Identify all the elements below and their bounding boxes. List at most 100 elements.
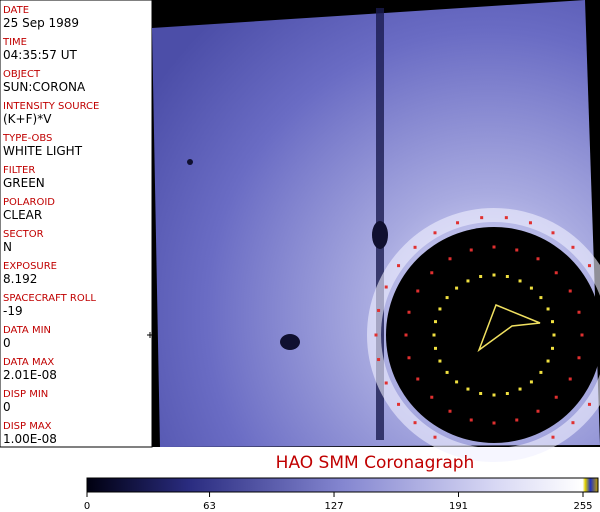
field-label: DATA MIN: [3, 325, 51, 336]
dot: [397, 264, 401, 268]
dot: [404, 333, 408, 337]
dot: [492, 421, 496, 425]
dot: [551, 231, 555, 235]
sun-outline: [477, 304, 541, 353]
dot: [434, 320, 438, 324]
dot: [577, 310, 581, 314]
field-value: CLEAR: [3, 208, 42, 222]
dot: [377, 308, 381, 312]
dot: [505, 275, 509, 279]
dot: [384, 381, 388, 385]
dot: [455, 380, 459, 384]
colorbar-tick-label: 63: [203, 501, 216, 512]
dot: [413, 245, 417, 249]
field-value: 0: [3, 400, 11, 414]
dot: [550, 346, 554, 350]
field-label: POLAROID: [3, 197, 55, 208]
grid-dots: [374, 216, 591, 439]
dot: [492, 393, 496, 397]
field-label: EXPOSURE: [3, 261, 57, 272]
dot: [434, 346, 438, 350]
field-value: 8.192: [3, 272, 37, 286]
field-value: 1.00E-08: [3, 432, 57, 446]
dot: [407, 310, 411, 314]
dot: [554, 271, 558, 275]
dot: [374, 333, 378, 337]
title: HAO SMM Coronagraph: [276, 453, 475, 473]
dot: [432, 333, 436, 337]
occulter: [386, 227, 600, 443]
dot: [550, 320, 554, 324]
dot: [455, 286, 459, 290]
colorbar-tick-label: 191: [449, 501, 468, 512]
field-label: OBJECT: [3, 69, 41, 80]
field-value: 0: [3, 336, 11, 350]
dot: [448, 409, 452, 413]
dot: [546, 359, 550, 363]
field-label: DISP MAX: [3, 421, 52, 432]
dot: [539, 296, 543, 300]
dot: [469, 248, 473, 252]
dot: [466, 387, 470, 391]
dot: [505, 391, 509, 395]
field-value: GREEN: [3, 176, 45, 190]
field-label: DATE: [3, 5, 29, 16]
dot: [504, 216, 508, 220]
field-label: FILTER: [3, 165, 35, 176]
field-label: SECTOR: [3, 229, 44, 240]
field-value: -19: [3, 304, 23, 318]
colorbar-tick-label: 255: [573, 501, 592, 512]
field-label: DATA MAX: [3, 357, 54, 368]
dot: [552, 333, 556, 337]
dot: [413, 421, 417, 425]
colorbar: [86, 477, 599, 493]
dot: [528, 221, 532, 225]
dark-spot: [280, 334, 300, 350]
field-label: TYPE-OBS: [2, 133, 52, 144]
field-value: 25 Sep 1989: [3, 16, 79, 30]
dot: [377, 358, 381, 362]
dot: [571, 421, 575, 425]
dot: [384, 285, 388, 289]
dot: [397, 402, 401, 406]
dot: [587, 402, 591, 406]
field-value: (K+F)*V: [3, 112, 52, 126]
dot: [518, 279, 522, 283]
dot: [480, 216, 484, 220]
dot: [430, 395, 434, 399]
dot: [407, 356, 411, 360]
dark-spot: [187, 159, 193, 165]
field-value: 2.01E-08: [3, 368, 57, 382]
colorbar-tick-label: 0: [84, 501, 90, 512]
dot: [529, 286, 533, 290]
dot: [456, 221, 460, 225]
dot: [466, 279, 470, 283]
dot: [568, 289, 572, 293]
field-label: DISP MIN: [3, 389, 48, 400]
dot: [546, 307, 550, 311]
dot: [433, 231, 437, 235]
dot: [518, 387, 522, 391]
dot: [469, 418, 473, 422]
dot: [492, 273, 496, 277]
dot: [536, 257, 540, 261]
dot: [416, 289, 420, 293]
field-value: N: [3, 240, 12, 254]
dot: [515, 418, 519, 422]
occulter-halo: [367, 208, 600, 462]
info-panel: [0, 0, 153, 448]
dot: [479, 275, 483, 279]
dot: [536, 409, 540, 413]
dot: [445, 296, 449, 300]
dot: [551, 435, 555, 439]
dark-spot: [372, 221, 388, 249]
dot: [587, 264, 591, 268]
dot: [515, 248, 519, 252]
dot: [554, 395, 558, 399]
dot: [539, 370, 543, 374]
dot: [492, 245, 496, 249]
dot: [433, 435, 437, 439]
dot: [571, 245, 575, 249]
field-value: SUN:CORONA: [3, 80, 86, 94]
